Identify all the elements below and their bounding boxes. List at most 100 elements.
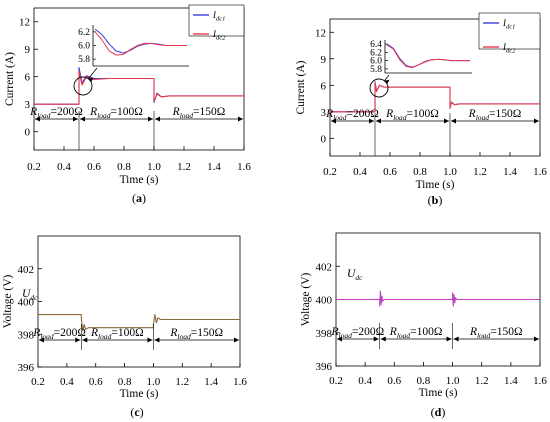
panel-caption: (b)	[428, 193, 443, 207]
caption-letter: d	[435, 405, 442, 419]
x-axis-label: Time (s)	[419, 387, 458, 399]
y-tick-label: 398	[18, 329, 35, 341]
legend-sub: dc1	[506, 24, 515, 31]
load-annotation-sub: load	[476, 113, 490, 122]
load-annotation-sub: load	[333, 113, 347, 122]
load-annotation-rest: =100Ω	[111, 327, 143, 339]
legend-entry: Idc1	[502, 18, 515, 31]
zoom-pointer	[88, 67, 98, 80]
load-annotation-rest: =200Ω	[347, 108, 379, 120]
y-axis-label: Voltage (V)	[300, 272, 312, 326]
arrow-head	[376, 118, 381, 124]
legend-box	[478, 12, 541, 50]
load-annotation-sub: load	[397, 331, 411, 340]
inset-series-I_dc1	[94, 28, 187, 54]
load-annotation: Rload=200Ω	[325, 108, 379, 122]
arrow-head	[534, 118, 539, 124]
legend-main: I	[502, 42, 507, 52]
load-annotation-sub: load	[98, 332, 112, 341]
legend-main: I	[212, 29, 217, 39]
series-line-I_dc2	[34, 70, 244, 105]
x-axis-label: Time (s)	[120, 388, 159, 400]
arrow-head	[147, 337, 153, 343]
arrow-head	[154, 337, 160, 343]
load-annotation: Rload=100Ω	[385, 108, 439, 122]
x-tick-label: 1.2	[175, 376, 189, 388]
y-tick-label: 6	[321, 80, 327, 92]
y-tick-label: 396	[18, 362, 35, 374]
y-tick-label: 400	[18, 297, 35, 309]
load-annotation-rest: =200Ω	[352, 326, 384, 338]
y-tick-label: 400	[316, 295, 333, 307]
load-annotation-sub: load	[37, 111, 51, 120]
load-annotation-sub: load	[40, 332, 54, 341]
x-tick-label: 0.2	[31, 376, 45, 388]
load-annotation-main: R	[89, 106, 97, 118]
legend-main: I	[502, 18, 507, 28]
inset-y-tick-label: 5.8	[78, 55, 90, 65]
arrow-head	[80, 116, 85, 122]
y-tick-label: 0	[25, 127, 31, 139]
load-annotation-main: R	[468, 108, 476, 120]
load-annotation: Rload=200Ω	[331, 326, 385, 340]
x-tick-label: 0.2	[323, 166, 337, 178]
x-tick-label: 1.0	[446, 375, 460, 387]
arrow-head	[234, 337, 239, 343]
arrow-head	[453, 336, 459, 342]
panel-caption: (a)	[132, 191, 146, 205]
caption-close: )	[140, 405, 144, 419]
y-tick-label: 3	[25, 99, 31, 111]
arrow-head	[444, 118, 449, 124]
x-tick-label: 1.6	[237, 161, 251, 173]
legend-sub: dc1	[216, 16, 225, 23]
load-annotation-main: R	[389, 326, 397, 338]
legend-sub: dc2	[506, 48, 516, 55]
inset-series-I_dc1	[386, 43, 470, 68]
panel-caption: (d)	[431, 405, 446, 419]
inset-y-tick-label: 6.0	[78, 42, 90, 52]
arrow-head	[148, 116, 153, 122]
arrow-head	[446, 336, 452, 342]
y-tick-label: 6	[25, 72, 31, 84]
x-tick-label: 1.6	[533, 166, 547, 178]
load-annotation-sub: load	[477, 331, 491, 340]
inset-series-I_dc2	[386, 44, 470, 69]
inset-y-tick-label: 6.2	[370, 48, 382, 58]
legend-entry: Idc1	[212, 10, 225, 23]
series-line-I_dc2	[330, 82, 540, 113]
load-annotation-main: R	[172, 106, 180, 118]
load-annotation: Rload=150Ω	[468, 108, 522, 122]
inset-y-tick-label: 5.8	[370, 65, 382, 75]
arrow-head	[35, 116, 40, 122]
y-axis-label: Current (A)	[4, 52, 16, 106]
x-axis-label: Time (s)	[120, 174, 159, 186]
arrow-head	[238, 116, 243, 122]
caption-letter: c	[134, 405, 140, 419]
x-tick-label: 0.8	[417, 375, 431, 387]
x-tick-label: 0.4	[57, 161, 71, 173]
y-tick-label: 9	[321, 54, 327, 66]
series-label: Udc	[22, 288, 38, 302]
x-tick-label: 1.2	[475, 375, 489, 387]
legend-sub: dc2	[216, 35, 226, 42]
arrow-head	[451, 118, 456, 124]
caption-open: (	[431, 405, 435, 419]
load-annotation-sub: load	[339, 331, 353, 340]
load-annotation-rest: =200Ω	[51, 106, 83, 118]
x-tick-label: 0.8	[118, 376, 132, 388]
load-annotation-main: R	[29, 106, 37, 118]
y-axis-label: Current (A)	[295, 60, 307, 114]
y-tick-label: 12	[315, 27, 326, 39]
load-annotation-rest: =150Ω	[191, 327, 223, 339]
zoom-loupe	[73, 76, 93, 96]
y-axis-label: Voltage (V)	[2, 274, 14, 328]
legend-entry: Idc2	[212, 29, 226, 42]
plot-frame	[329, 18, 541, 157]
x-tick-label: 1.4	[204, 376, 218, 388]
x-tick-label: 0.6	[89, 376, 103, 388]
arrow-head	[82, 337, 88, 343]
x-tick-label: 1.0	[147, 161, 161, 173]
arrow-head	[369, 118, 374, 124]
panel-a: 0.2 0.4 0.6 0.8 1.0 1.2 1.4 1.6 0 3 6 9 12 Time (s) Cu…	[4, 4, 251, 205]
